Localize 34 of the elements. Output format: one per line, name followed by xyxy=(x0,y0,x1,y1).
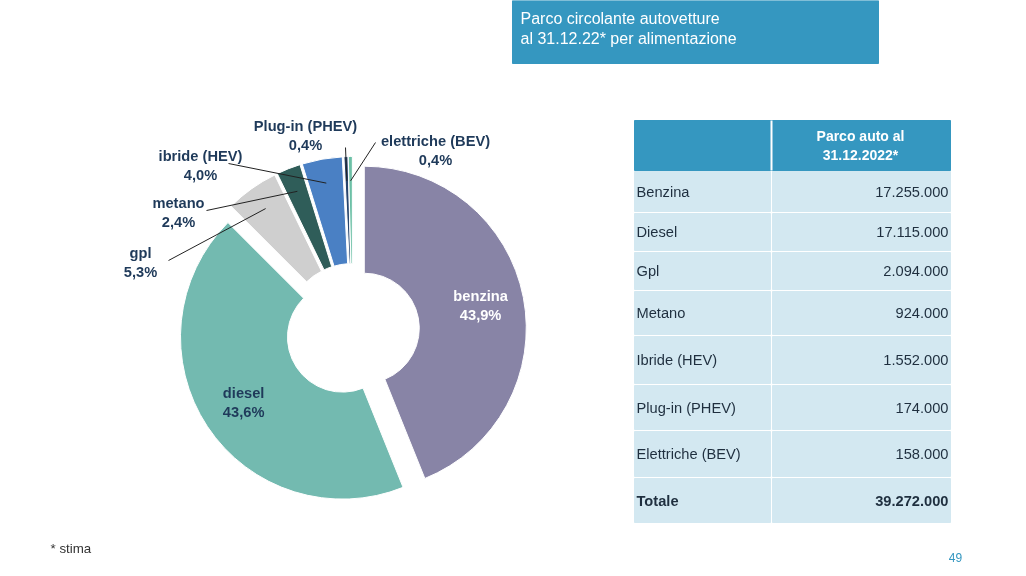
text: Parco circolante autovetture al 31.12.22* per alimentazione xyxy=(520,9,737,48)
text: 2.094.000 xyxy=(883,263,949,279)
data-label: 43,6% xyxy=(222,404,265,421)
category-label: Plug-in (PHEV) xyxy=(636,399,736,416)
slice-label: ibride (HEV) xyxy=(158,147,243,164)
data-label: 5,3% xyxy=(123,264,158,281)
category-label: Diesel xyxy=(636,224,678,240)
data-label: 43,9% xyxy=(459,307,502,324)
data-label: 0,4% xyxy=(418,152,453,169)
category-label: Elettriche (BEV) xyxy=(636,446,741,462)
slice-label: gpl xyxy=(129,244,152,261)
category-label: Metano xyxy=(636,305,686,321)
text: 49 xyxy=(948,551,963,565)
slice-label: benzina xyxy=(453,288,509,305)
category-label: Totale xyxy=(636,492,679,509)
text: 158.000 xyxy=(895,446,949,462)
slice-label: metano xyxy=(152,194,205,211)
slice-label: Plug-in (PHEV) xyxy=(253,117,358,134)
text: 924.000 xyxy=(895,305,949,321)
category-label: Ibride (HEV) xyxy=(636,352,718,368)
text: 1.552.000 xyxy=(883,352,949,368)
slice-label: diesel xyxy=(222,384,265,401)
text: 17.115.000 xyxy=(876,224,949,240)
text: 39.272.000 xyxy=(875,492,949,509)
slice-label: elettriche (BEV) xyxy=(380,132,491,149)
data-label: 0,4% xyxy=(288,137,323,154)
data-label: 2,4% xyxy=(161,214,196,231)
text: 174.000 xyxy=(895,399,949,416)
data-label: 4,0% xyxy=(183,167,218,184)
text: * stima xyxy=(50,541,92,556)
category-label: Gpl xyxy=(636,263,660,279)
text: Parco auto al 31.12.2022* xyxy=(816,127,905,164)
category-label: Benzina xyxy=(636,183,691,200)
text: 17.255.000 xyxy=(875,183,949,200)
